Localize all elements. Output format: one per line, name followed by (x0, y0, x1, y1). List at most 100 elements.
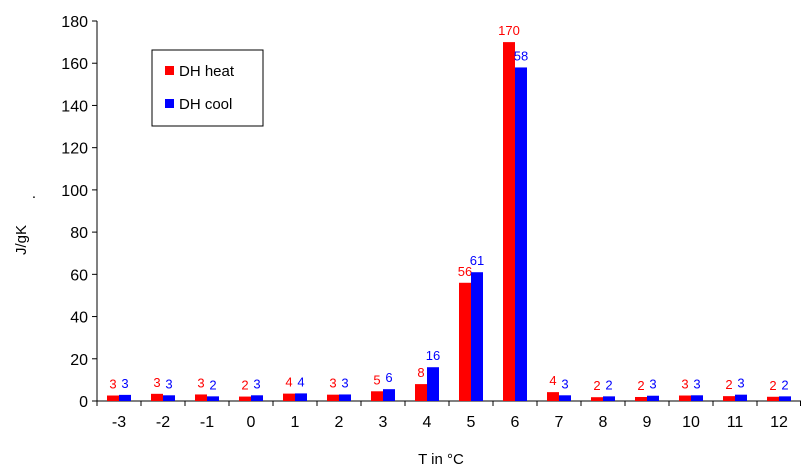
bar-dh-cool (295, 393, 307, 401)
bar-dh-heat (547, 392, 559, 401)
data-label-dh-heat: 170 (498, 23, 520, 38)
data-label-dh-cool: 3 (561, 376, 568, 391)
bar-dh-cool (163, 395, 175, 401)
bar-dh-heat (151, 393, 163, 401)
data-label-dh-cool: 2 (605, 377, 612, 392)
bar-dh-cool (383, 389, 395, 401)
x-tick-label: 0 (247, 414, 256, 431)
bar-dh-cool (647, 395, 659, 401)
data-label-dh-heat: 3 (153, 375, 160, 390)
y-tick-label: 140 (61, 98, 88, 115)
bar-dh-cool (779, 396, 791, 401)
x-tick-label: 4 (423, 414, 432, 431)
x-tick-label: 7 (555, 414, 564, 431)
bar-dh-cool (119, 394, 131, 401)
x-tick-label: 1 (291, 414, 300, 431)
x-tick-label: 2 (335, 414, 344, 431)
bar-dh-cool (471, 272, 483, 401)
bar-dh-heat (459, 282, 471, 401)
bar-dh-cool (691, 395, 703, 401)
data-label-dh-cool: 3 (165, 376, 172, 391)
bar-dh-heat (503, 42, 515, 401)
data-label-dh-cool: 3 (737, 376, 744, 391)
y-tick-label: 180 (61, 14, 88, 31)
x-axis-title: T in °C (418, 451, 464, 468)
data-label-dh-heat: 4 (549, 373, 556, 388)
data-label-dh-heat: 56 (458, 264, 472, 279)
bar-dh-cool (735, 394, 747, 401)
data-label-dh-cool: 6 (385, 370, 392, 385)
x-tick-label: 5 (467, 414, 476, 431)
data-label-dh-cool: 2 (781, 377, 788, 392)
y-tick-label: 100 (61, 183, 88, 200)
data-label-dh-heat: 3 (329, 376, 336, 391)
bar-dh-heat (327, 394, 339, 401)
x-tick-label: 9 (643, 414, 652, 431)
y-tick-label: 20 (70, 352, 88, 369)
x-tick-label: 6 (511, 414, 520, 431)
legend-box (151, 49, 264, 127)
data-label-dh-heat: 3 (197, 375, 204, 390)
x-tick-label: -1 (200, 414, 214, 431)
legend: DH heat DH cool (151, 49, 264, 127)
data-label-dh-heat: 3 (109, 377, 116, 392)
bar-dh-heat (415, 384, 427, 401)
data-label-dh-heat: 8 (417, 365, 424, 380)
y-tick-label: 40 (70, 310, 88, 327)
data-label-dh-cool: 3 (121, 376, 128, 391)
y-tick-label: 80 (70, 225, 88, 242)
data-label-dh-cool: 3 (693, 376, 700, 391)
x-tick-label: 10 (682, 414, 700, 431)
bar-dh-heat (195, 394, 207, 401)
data-label-dh-heat: 2 (637, 378, 644, 393)
data-label-dh-heat: 2 (769, 378, 776, 393)
bar-dh-cool (207, 396, 219, 401)
data-label-dh-cool: 3 (649, 377, 656, 392)
data-label-dh-cool: 3 (341, 375, 348, 390)
legend-label-dh-cool: DH cool (179, 96, 232, 113)
data-label-dh-heat: 2 (725, 377, 732, 392)
bar-dh-cool (515, 67, 527, 401)
y-axis-title-suffix: . (32, 185, 36, 202)
y-axis-title: J/gK (13, 225, 30, 255)
data-label-dh-cool: 2 (209, 377, 216, 392)
x-tick-label: 3 (379, 414, 388, 431)
legend-swatch-dh-heat (165, 66, 174, 75)
data-label-dh-cool: 16 (426, 348, 440, 363)
bar-dh-cool (251, 395, 263, 401)
legend-label-dh-heat: DH heat (179, 63, 235, 80)
bar-dh-cool (559, 395, 571, 401)
bar-dh-heat (283, 393, 295, 401)
bar-dh-cool (339, 394, 351, 401)
x-tick-label: -3 (112, 414, 126, 431)
bar-dh-cool (427, 367, 439, 401)
y-tick-label: 160 (61, 56, 88, 73)
data-label-dh-heat: 2 (593, 378, 600, 393)
bar-dh-heat (723, 396, 735, 401)
x-tick-label: 12 (770, 414, 788, 431)
data-label-dh-cool: 4 (297, 374, 304, 389)
data-label-dh-heat: 3 (681, 377, 688, 392)
bar-dh-heat (679, 395, 691, 401)
y-tick-label: 120 (61, 141, 88, 158)
y-tick-label: 0 (79, 394, 88, 411)
x-tick-label: 11 (727, 414, 744, 431)
bar-dh-heat (635, 396, 647, 401)
data-label-dh-heat: 5 (373, 372, 380, 387)
x-tick-label: -2 (156, 414, 170, 431)
data-label-dh-cool: 61 (470, 253, 484, 268)
bar-dh-heat (767, 396, 779, 401)
data-label-dh-heat: 2 (241, 378, 248, 393)
bar-dh-heat (371, 391, 383, 401)
data-label-dh-heat: 4 (285, 375, 292, 390)
legend-swatch-dh-cool (165, 99, 174, 108)
y-tick-label: 60 (70, 267, 88, 284)
bar-dh-heat (107, 395, 119, 401)
bar-dh-heat (591, 397, 603, 401)
x-tick-label: 8 (599, 414, 608, 431)
bar-dh-heat (239, 396, 251, 401)
data-label-dh-cool: 58 (514, 48, 528, 63)
data-label-dh-cool: 3 (253, 376, 260, 391)
